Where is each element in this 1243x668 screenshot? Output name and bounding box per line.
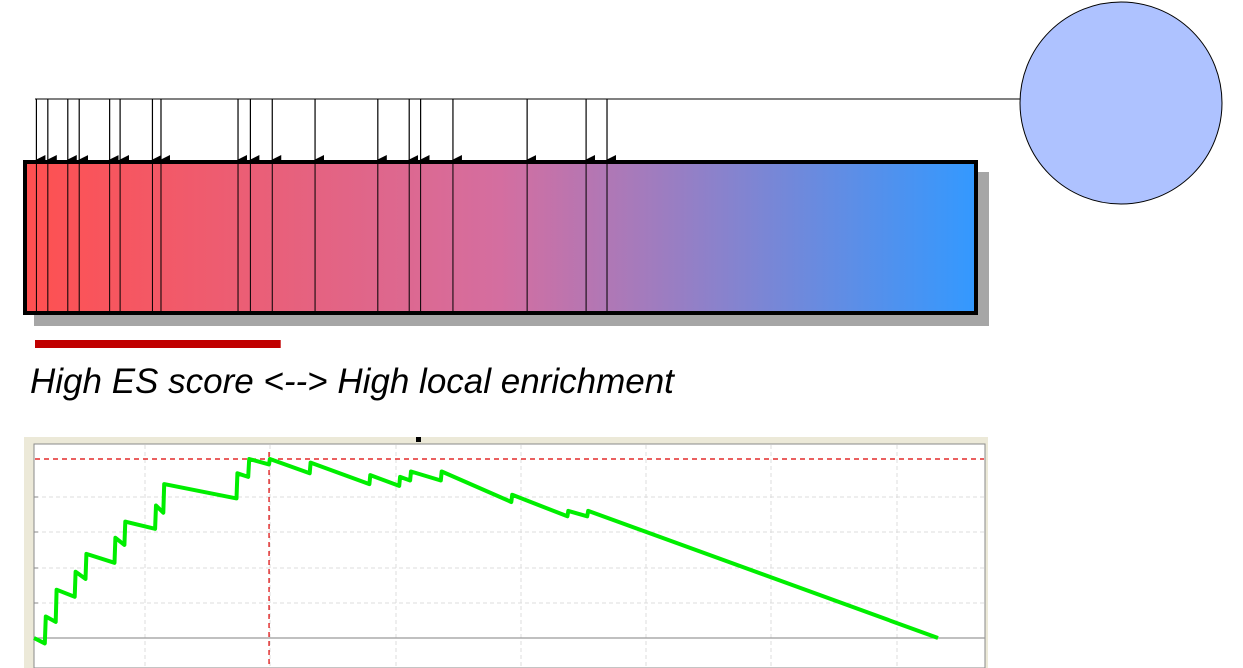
series-line-enrichment-score xyxy=(33,457,939,646)
chart-grid xyxy=(34,445,984,667)
chart-top-tick xyxy=(416,437,421,442)
gene-hit-lines xyxy=(35,164,608,311)
enrichment-score-chart xyxy=(24,437,988,668)
ranked-list-bar xyxy=(25,162,976,313)
caption-text: High ES score <--> High local enrichment xyxy=(30,362,674,401)
ranked-list-border xyxy=(23,160,978,315)
gene-hit-arrows xyxy=(35,99,617,165)
leading-edge-bar xyxy=(35,340,281,348)
chart-plot-area xyxy=(33,443,986,668)
gene-set-node xyxy=(1019,1,1223,205)
